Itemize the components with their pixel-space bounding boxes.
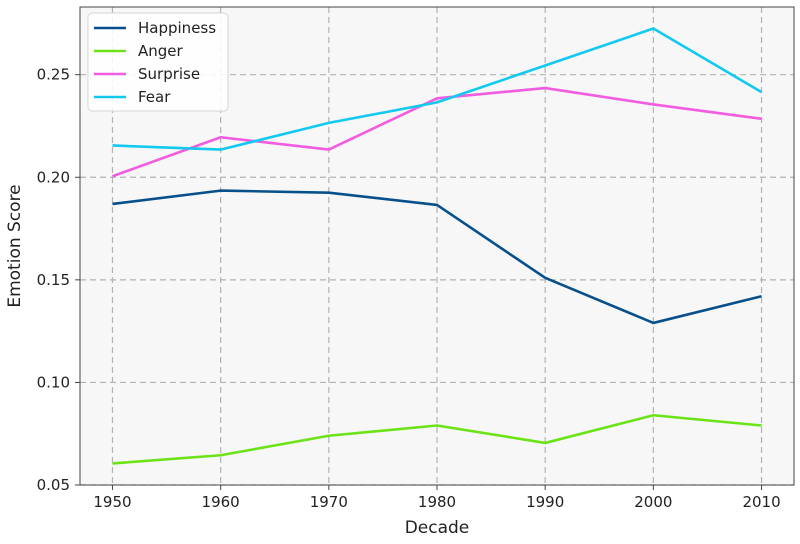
legend-box — [87, 12, 229, 112]
x-tick-label: 1990 — [526, 493, 564, 511]
series-line-anger — [112, 413, 762, 465]
series-lines — [112, 27, 763, 465]
series-line-fear — [112, 27, 763, 151]
y-tick-label: 0.15 — [37, 271, 70, 289]
series-line-happiness — [112, 189, 762, 325]
x-tick-label: 1950 — [93, 493, 131, 511]
y-tick-label: 0.25 — [37, 66, 70, 84]
y-tick-label: 0.05 — [37, 476, 70, 494]
legend-label-fear: Fear — [138, 88, 171, 106]
y-tick-label: 0.10 — [37, 373, 70, 391]
legend-label-happiness: Happiness — [138, 19, 216, 37]
x-axis-title: Decade — [405, 518, 470, 538]
legend: Happiness Anger Surprise Fear — [87, 12, 229, 112]
x-tick-label: 1980 — [418, 493, 456, 511]
series-line-surprise — [112, 86, 762, 178]
y-axis-ticks: 0.05 0.10 0.15 0.20 0.25 — [37, 66, 80, 494]
x-tick-label: 1970 — [310, 493, 348, 511]
x-tick-label: 2000 — [634, 493, 672, 511]
legend-label-anger: Anger — [138, 42, 184, 60]
x-tick-label: 2010 — [742, 493, 780, 511]
x-axis-ticks: 1950 1960 1970 1980 1990 2000 2010 — [93, 485, 781, 511]
y-axis-title: Emotion Score — [5, 184, 25, 307]
legend-label-surprise: Surprise — [138, 65, 200, 83]
y-tick-label: 0.20 — [37, 168, 70, 186]
x-tick-label: 1960 — [202, 493, 240, 511]
